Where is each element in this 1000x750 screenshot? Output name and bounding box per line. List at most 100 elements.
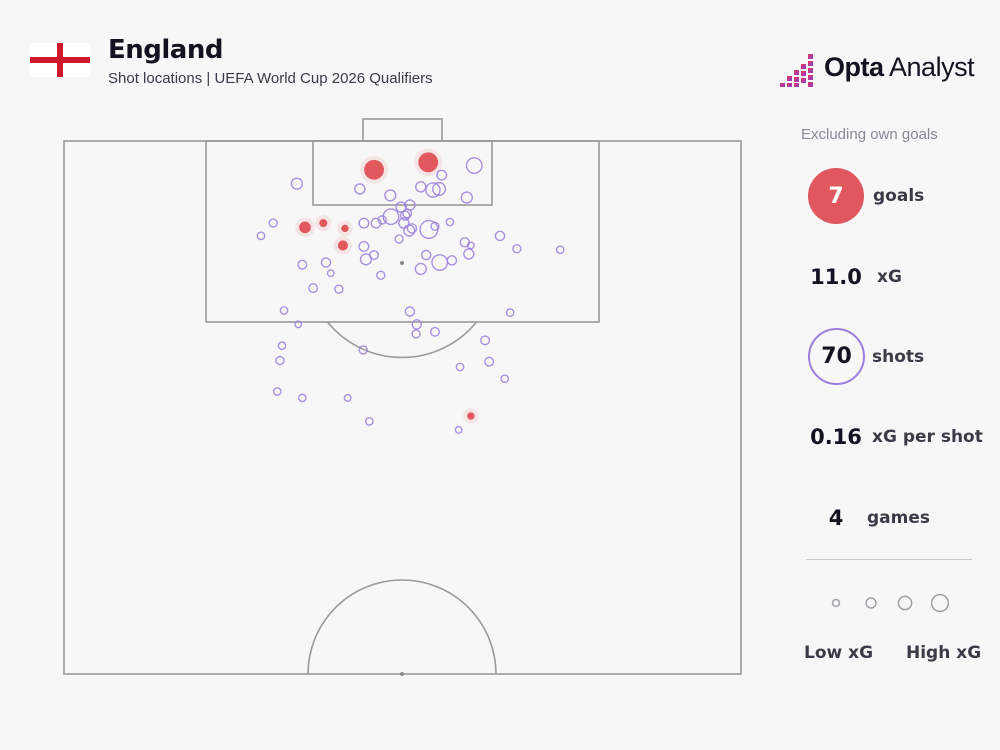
shot-marker [277,341,287,351]
xg-per-shot-value: 0.16 [810,425,862,449]
legend-size-circle [865,597,877,609]
shot-marker [465,157,483,174]
xg-label: xG [877,267,902,287]
goal-marker [337,240,348,251]
penalty-box [205,140,600,323]
shot-marker [436,169,448,181]
opta-analyst-logo: Opta Analyst [780,52,990,88]
shot-marker [454,425,463,434]
shot-marker [430,221,440,231]
shot-marker [382,208,400,226]
games-label: games [867,508,931,528]
shot-marker [279,306,289,315]
shot-marker [411,329,421,339]
centre-circle [307,579,497,675]
goal-marker [299,221,311,234]
shots-badge: 70 [808,328,865,385]
legend-low-label: Low xG [804,643,874,663]
goal-marker [364,159,384,180]
shot-marker [395,201,407,213]
goals-badge: 7 [808,168,864,224]
shot-marker [354,183,366,195]
shot-marker [430,326,440,337]
shot-marker [308,283,319,294]
shot-marker [275,355,285,366]
shot-marker [358,241,370,253]
legend-size-circle [897,595,913,611]
shot-marker [297,259,308,270]
pitch-outline [63,140,742,675]
shot-marker [432,181,447,197]
shot-marker [272,387,282,396]
shot-marker [460,191,473,204]
page-subtitle: Shot locations | UEFA World Cup 2026 Qua… [108,70,433,87]
shot-marker [404,306,416,317]
shot-marker [512,243,522,254]
shot-marker [484,356,495,367]
shot-marker [256,231,266,241]
centre-spot [400,672,404,676]
xg-per-shot-label: xG per shot [872,427,983,447]
shot-marker [425,182,441,198]
shot-marker [500,374,510,384]
shot-marker [455,362,465,372]
shot-marker [411,319,422,330]
penalty-spot [400,261,404,265]
shot-marker [431,254,449,271]
shot-marker [555,245,565,255]
shot-marker [377,215,387,225]
shot-marker [414,262,427,276]
shot-marker [343,393,352,402]
goal [362,118,443,142]
shot-marker [364,416,374,426]
logo-text-light: Analyst [889,52,975,82]
shot-marker [399,210,411,221]
shot-marker [326,269,335,278]
shot-marker [334,284,344,294]
goals-label: goals [873,186,925,206]
goal-marker [467,412,475,420]
shot-marker [369,250,380,261]
shot-marker [403,224,416,237]
goal-marker [418,152,439,173]
stats-note: Excluding own goals [801,126,938,143]
shot-marker [268,218,278,228]
divider [806,559,972,560]
games-value: 4 [828,506,844,530]
shot-marker [297,393,307,403]
shot-marker [406,223,418,234]
shot-marker [505,308,515,317]
england-flag [30,43,90,77]
shot-marker [358,345,368,355]
shot-marker [358,217,370,229]
shot-marker [463,248,475,260]
shot-marker [420,249,432,261]
six-yard-box [312,140,493,206]
shot-marker [294,320,303,329]
shot-marker [415,181,427,193]
shot-marker [290,177,304,190]
shot-marker [494,230,506,242]
xg-value: 11.0 [810,265,862,289]
legend-size-circle [930,593,950,613]
logo-text-bold: Opta [824,52,884,82]
goal-marker [341,224,349,233]
penalty-arc [326,321,478,359]
shot-marker [320,257,332,268]
shot-marker [419,219,439,240]
shot-marker [446,255,458,266]
goal-marker [319,219,328,228]
opta-logo-icon [780,54,813,87]
shot-marker [359,253,373,266]
shot-marker [376,270,386,281]
page-title: England [108,35,223,65]
shot-marker [445,217,455,227]
legend-high-label: High xG [906,643,982,663]
shots-label: shots [872,347,925,367]
shot-marker [480,335,491,346]
shot-marker [394,234,404,244]
shot-marker [402,208,413,219]
shot-marker [384,189,397,202]
legend-size-circle [831,598,841,608]
